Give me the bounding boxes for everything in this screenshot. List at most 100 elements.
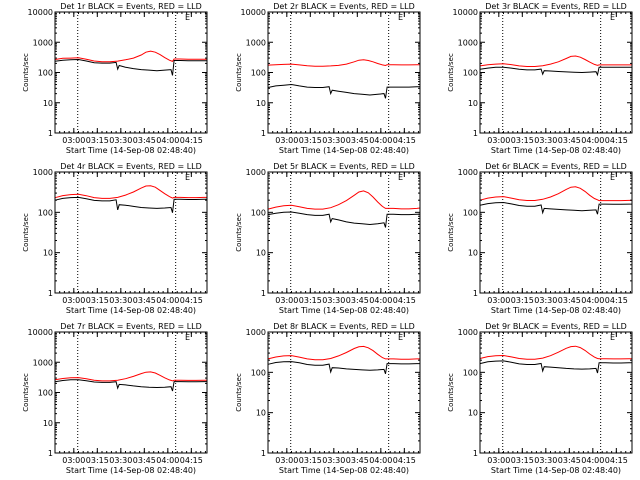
x-tick-label: 03:00 <box>275 136 298 145</box>
y-axis-label: Counts/sec <box>447 373 455 412</box>
chart-title: Det 9r BLACK = Events, RED = LLD <box>485 322 627 331</box>
y-axis-label: Counts/sec <box>447 53 455 92</box>
x-tick-label: 04:00 <box>156 456 179 465</box>
series-line-red <box>479 345 632 360</box>
y-tick-label: 1 <box>473 129 478 138</box>
plot-frame <box>54 171 208 294</box>
chart-panel-9: Det 9r BLACK = Events, RED = LLD E 1 10 100 1… <box>447 322 633 475</box>
chart-panel-4: Det 4r BLACK = Events, RED = LLD E 1 10 100 1… <box>22 162 208 315</box>
y-tick-label: 1000 <box>246 168 266 177</box>
series-line-black <box>267 83 420 99</box>
x-tick-label: 03:30 <box>109 456 132 465</box>
y-tick-label: 1 <box>48 289 53 298</box>
chart-panel-3: Det 3r BLACK = Events, RED = LLD E 1 10 100 1… <box>447 2 633 155</box>
x-axis-label: Start Time (14-Sep-08 02:48:40) <box>491 466 621 475</box>
y-tick-label: 10000 <box>28 328 53 337</box>
x-tick-label: 03:00 <box>487 136 510 145</box>
series-line-red <box>54 371 207 382</box>
y-tick-label: 10 <box>468 249 478 258</box>
x-tick-label: 03:00 <box>275 456 298 465</box>
x-tick-label: 03:45 <box>133 456 156 465</box>
series-line-red <box>267 59 420 67</box>
chart-panel-6: Det 6r BLACK = Events, RED = LLD E 1 10 100 1… <box>447 162 633 315</box>
x-axis-label: Start Time (14-Sep-08 02:48:40) <box>279 146 409 155</box>
x-tick-label: 03:45 <box>558 456 581 465</box>
y-axis-label: Counts/sec <box>447 213 455 252</box>
y-tick-label: 100 <box>38 389 53 398</box>
x-tick-label: 03:15 <box>299 456 322 465</box>
corner-mark: E <box>610 13 615 22</box>
series-line-black <box>54 196 207 213</box>
x-tick-label: 03:45 <box>133 296 156 305</box>
series-line-red <box>54 185 207 199</box>
x-tick-label: 03:45 <box>558 136 581 145</box>
y-tick-label: 1 <box>48 129 53 138</box>
series-line-black <box>267 361 420 374</box>
y-tick-label: 100 <box>463 368 478 377</box>
y-axis-label: Counts/sec <box>235 373 243 412</box>
x-tick-label: 03:00 <box>62 296 85 305</box>
chart-title: Det 8r BLACK = Events, RED = LLD <box>273 322 415 331</box>
corner-mark: E <box>398 13 403 22</box>
x-axis-label: Start Time (14-Sep-08 02:48:40) <box>66 146 196 155</box>
chart-panel-5: Det 5r BLACK = Events, RED = LLD E 1 10 100 1… <box>235 162 421 315</box>
y-tick-label: 1000 <box>33 168 53 177</box>
corner-mark: E <box>185 173 190 182</box>
x-axis-label: Start Time (14-Sep-08 02:48:40) <box>279 306 409 315</box>
corner-mark: E <box>185 333 190 342</box>
chart-panel-7: Det 7r BLACK = Events, RED = LLD E 1 10 100 1… <box>22 322 208 475</box>
x-tick-label: 03:15 <box>511 136 534 145</box>
chart-panel-1: Det 1r BLACK = Events, RED = LLD E 1 10 100 1… <box>22 2 208 155</box>
x-tick-label: 04:00 <box>581 296 604 305</box>
y-tick-label: 1000 <box>458 168 478 177</box>
x-tick-label: 03:30 <box>322 136 345 145</box>
y-tick-label: 1000 <box>246 328 266 337</box>
x-tick-label: 04:15 <box>605 296 628 305</box>
y-axis-label: Counts/sec <box>235 213 243 252</box>
x-tick-label: 03:30 <box>109 296 132 305</box>
x-axis-label: Start Time (14-Sep-08 02:48:40) <box>66 306 196 315</box>
x-tick-label: 03:30 <box>534 296 557 305</box>
x-tick-label: 04:15 <box>393 136 416 145</box>
x-tick-label: 03:00 <box>487 456 510 465</box>
series-line-black <box>479 201 632 215</box>
y-tick-label: 100 <box>38 208 53 217</box>
x-tick-label: 03:45 <box>133 136 156 145</box>
x-tick-label: 03:45 <box>346 136 369 145</box>
corner-mark: E <box>610 333 615 342</box>
x-axis-label: Start Time (14-Sep-08 02:48:40) <box>66 466 196 475</box>
y-tick-label: 10 <box>256 409 266 418</box>
chart-panel-2: Det 2r BLACK = Events, RED = LLD E 1 10 100 1… <box>235 2 421 155</box>
x-tick-label: 03:30 <box>322 456 345 465</box>
y-tick-label: 10 <box>43 249 53 258</box>
y-tick-label: 1 <box>473 289 478 298</box>
corner-mark: E <box>398 333 403 342</box>
series-line-black <box>267 211 420 228</box>
x-tick-label: 03:15 <box>86 296 109 305</box>
x-tick-label: 03:30 <box>534 456 557 465</box>
chart-title: Det 3r BLACK = Events, RED = LLD <box>485 2 627 11</box>
y-tick-label: 1000 <box>33 358 53 367</box>
x-tick-label: 04:00 <box>581 136 604 145</box>
series-line-red <box>54 50 207 63</box>
x-tick-label: 03:00 <box>487 296 510 305</box>
x-tick-label: 03:30 <box>534 136 557 145</box>
x-tick-label: 03:15 <box>511 456 534 465</box>
corner-mark: E <box>398 173 403 182</box>
y-tick-label: 1000 <box>458 38 478 47</box>
x-tick-label: 03:15 <box>299 296 322 305</box>
y-axis-label: Counts/sec <box>22 53 30 92</box>
chart-title: Det 2r BLACK = Events, RED = LLD <box>273 2 415 11</box>
x-tick-label: 03:00 <box>62 136 85 145</box>
chart-title: Det 1r BLACK = Events, RED = LLD <box>60 2 202 11</box>
x-tick-label: 03:30 <box>109 136 132 145</box>
corner-mark: E <box>185 13 190 22</box>
y-axis-label: Counts/sec <box>235 53 243 92</box>
y-tick-label: 10 <box>468 409 478 418</box>
y-tick-label: 1 <box>48 449 53 458</box>
x-tick-label: 04:00 <box>156 136 179 145</box>
y-axis-label: Counts/sec <box>22 213 30 252</box>
y-tick-label: 100 <box>251 208 266 217</box>
plot-frame <box>479 171 633 294</box>
x-tick-label: 04:00 <box>369 136 392 145</box>
